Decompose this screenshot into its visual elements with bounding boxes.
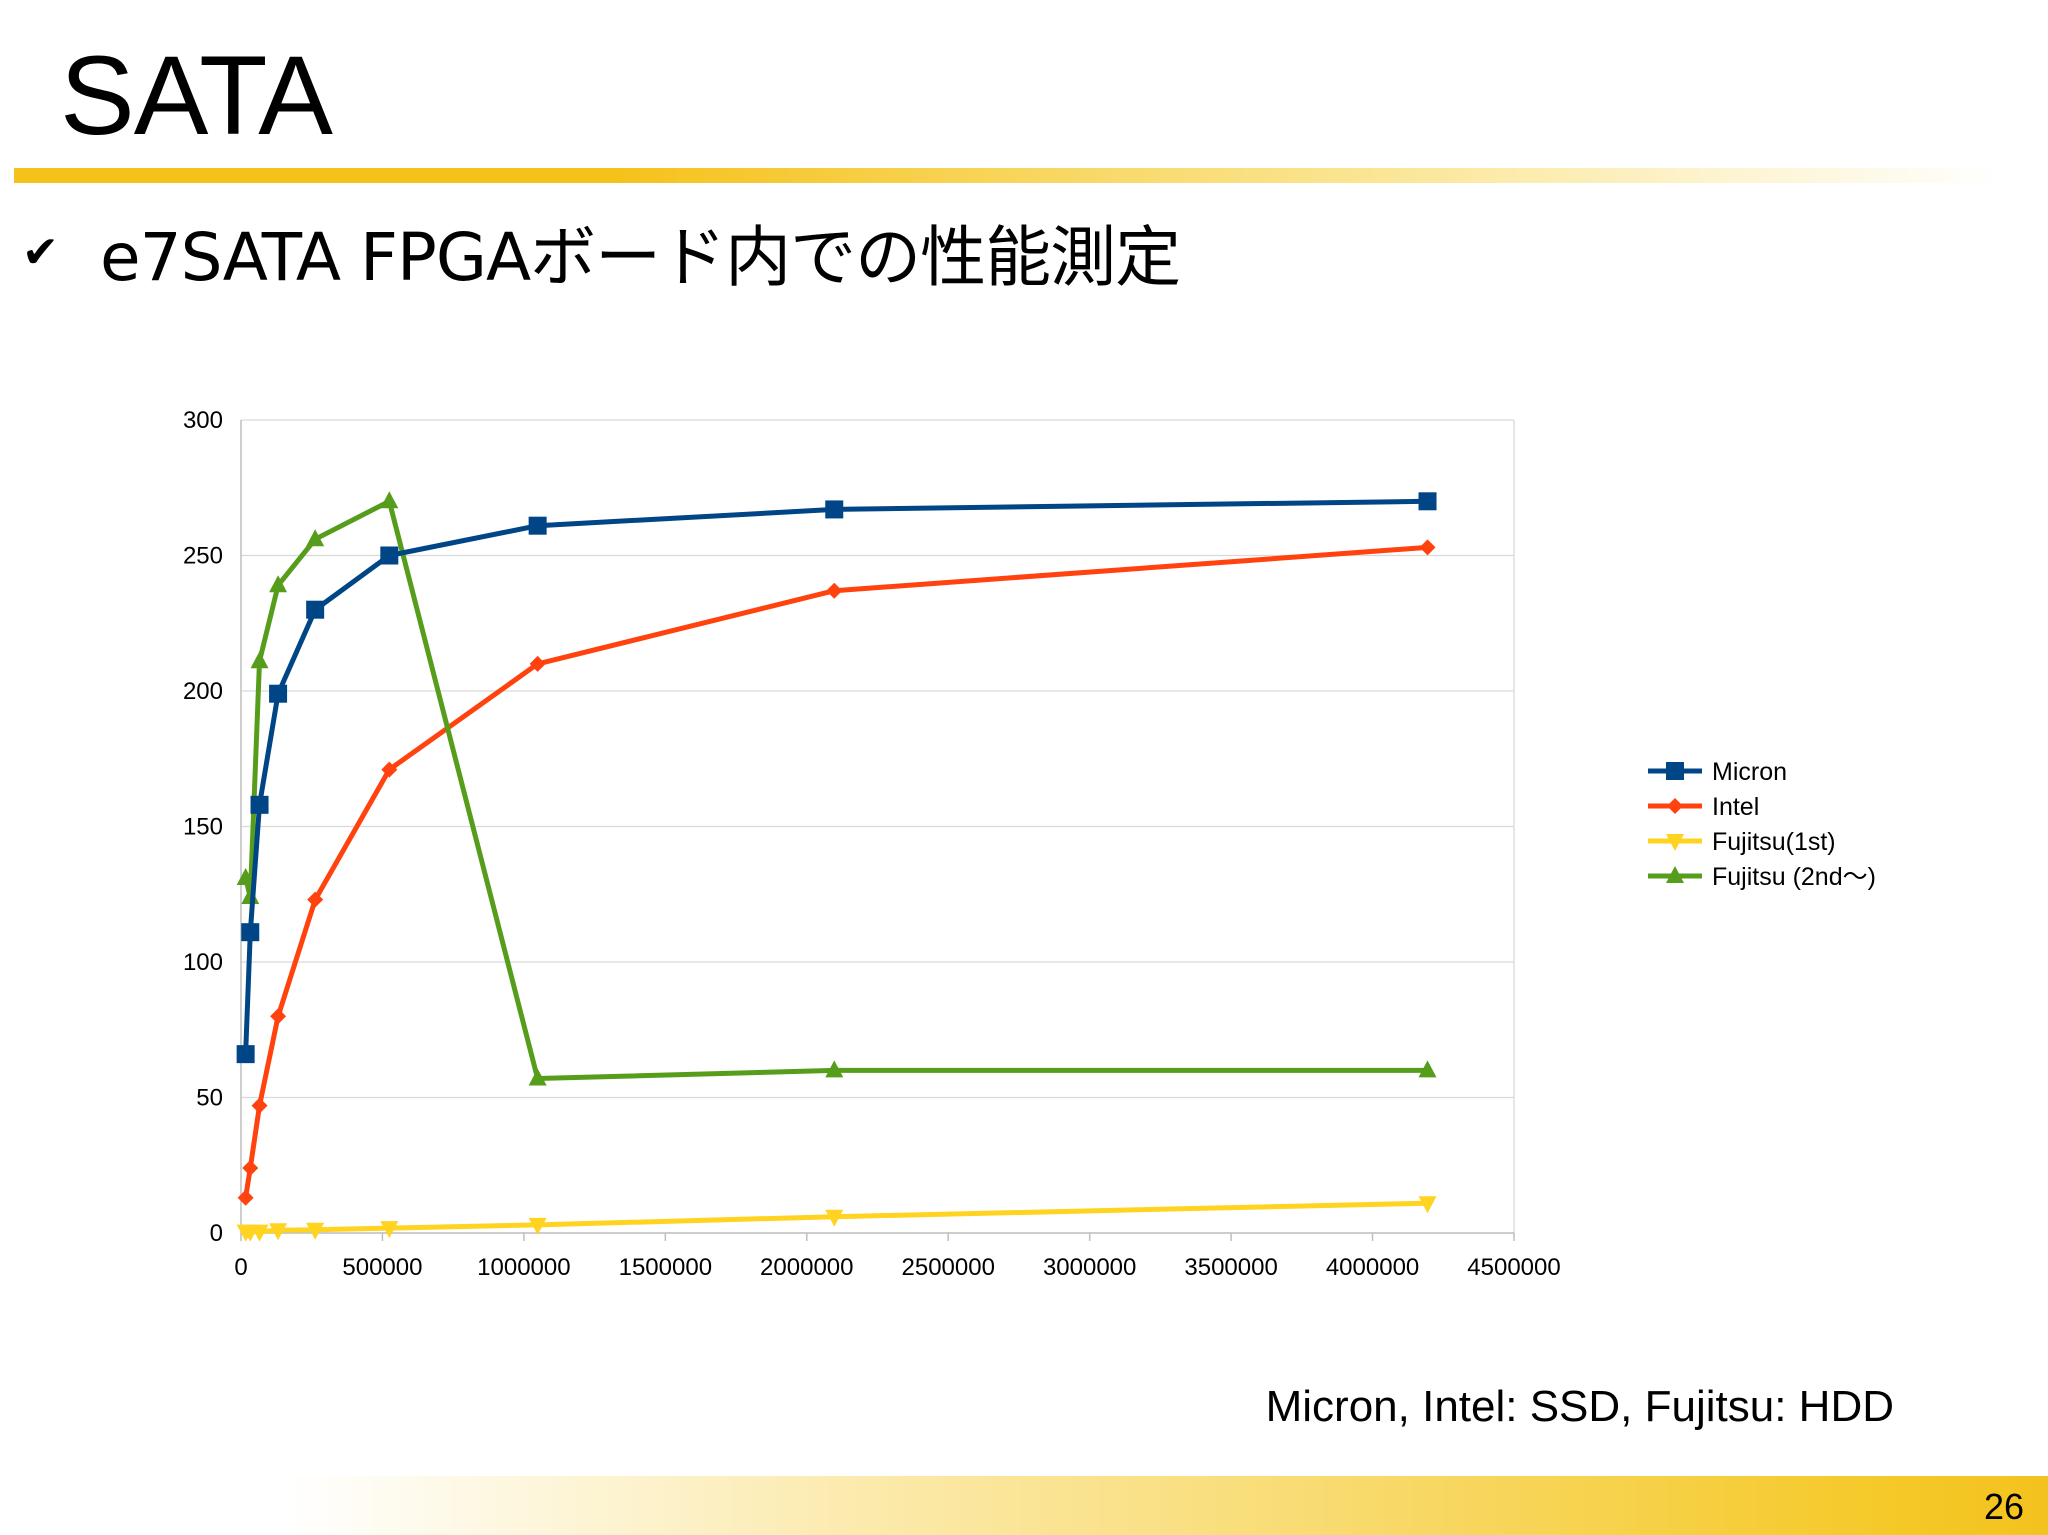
data-point xyxy=(825,1209,844,1227)
data-point xyxy=(241,923,260,942)
data-point xyxy=(270,1008,287,1025)
series-micron xyxy=(236,492,1437,1064)
data-point xyxy=(528,516,547,535)
check-icon: ✔ xyxy=(22,227,59,277)
data-point xyxy=(528,1217,547,1235)
data-point xyxy=(306,1222,325,1240)
chart-tick-labels: 0 50 100 150 200 250 300 0 500000 1000000 1500000 2… xyxy=(183,407,1561,1281)
data-point xyxy=(380,1221,399,1239)
series-fujitsu-2nd xyxy=(236,491,1437,1086)
y-tick-label: 300 xyxy=(183,407,223,434)
y-tick-label: 250 xyxy=(183,543,223,570)
legend-marker xyxy=(1666,834,1684,851)
y-tick-label: 0 xyxy=(210,1220,223,1247)
legend-marker xyxy=(1666,762,1684,780)
x-tick-label: 4500000 xyxy=(1467,1254,1560,1281)
y-tick-label: 200 xyxy=(183,678,223,705)
y-tick-label: 50 xyxy=(196,1085,223,1112)
legend-entry: Fujitsu (2nd～) xyxy=(1648,863,1876,891)
legend-label: Fujitsu(1st) xyxy=(1712,828,1836,856)
page-number: 26 xyxy=(1983,1486,2024,1527)
data-point xyxy=(826,582,843,599)
x-tick-label: 1000000 xyxy=(477,1254,570,1281)
line-chart: 0 50 100 150 200 250 300 0 500000 1000000 1500000 2… xyxy=(183,407,1876,1281)
legend-label: Intel xyxy=(1712,793,1759,821)
bullet-item: ✔ e7SATA FPGAボード内での性能測定 xyxy=(22,212,1181,296)
data-point xyxy=(529,655,546,672)
series-line xyxy=(243,498,1428,1055)
data-point xyxy=(242,1159,259,1176)
series-fujitsu-1st xyxy=(236,1196,1437,1242)
data-point xyxy=(306,600,325,619)
data-point xyxy=(269,575,288,593)
x-tick-label: 0 xyxy=(234,1254,247,1281)
bullet-text: e7SATA FPGAボード内での性能測定 xyxy=(100,219,1181,296)
data-point xyxy=(236,867,255,885)
footnote: Micron, Intel: SSD, Fujitsu: HDD xyxy=(1265,1382,1894,1431)
data-point xyxy=(381,761,398,778)
data-point xyxy=(269,1223,288,1241)
x-tick-label: 2000000 xyxy=(760,1254,853,1281)
x-tick-label: 1500000 xyxy=(619,1254,712,1281)
legend-label: Fujitsu (2nd～) xyxy=(1712,863,1876,891)
slide-title: SATA xyxy=(60,33,333,158)
data-point xyxy=(306,529,325,547)
legend-entry: Intel xyxy=(1648,793,1759,821)
series-intel xyxy=(237,539,1436,1206)
data-point xyxy=(1418,492,1437,511)
data-point xyxy=(380,491,399,509)
data-point xyxy=(307,891,324,908)
data-point xyxy=(825,500,844,519)
data-point xyxy=(250,651,269,669)
chart-series xyxy=(236,491,1437,1242)
data-point xyxy=(1418,1196,1437,1214)
legend-label: Micron xyxy=(1712,758,1787,786)
x-tick-label: 3000000 xyxy=(1043,1254,1136,1281)
y-tick-label: 100 xyxy=(183,949,223,976)
data-point xyxy=(1419,539,1436,556)
chart-axes xyxy=(240,420,1515,1241)
data-point xyxy=(825,1060,844,1078)
x-tick-label: 500000 xyxy=(342,1254,422,1281)
series-line xyxy=(243,544,1428,1199)
data-point xyxy=(250,1224,269,1242)
y-tick-label: 150 xyxy=(183,814,223,841)
legend-entry: Fujitsu(1st) xyxy=(1648,828,1836,856)
data-point xyxy=(236,1045,255,1064)
chart-legend: Micron Intel Fujitsu(1st) Fujitsu (2nd～) xyxy=(1648,758,1876,891)
data-point xyxy=(528,1068,547,1086)
data-point xyxy=(250,795,269,814)
data-point xyxy=(237,1189,254,1206)
x-tick-label: 3500000 xyxy=(1184,1254,1277,1281)
data-point xyxy=(269,684,288,703)
legend-marker xyxy=(1666,866,1684,883)
x-tick-label: 2500000 xyxy=(902,1254,995,1281)
data-point xyxy=(251,1097,268,1114)
data-point xyxy=(380,546,399,565)
x-tick-label: 4000000 xyxy=(1326,1254,1419,1281)
data-point xyxy=(1418,1060,1437,1078)
legend-entry: Micron xyxy=(1648,758,1787,786)
title-underline xyxy=(14,168,2004,183)
footer-band xyxy=(0,1476,2048,1535)
legend-marker xyxy=(1667,798,1683,814)
chart-gridlines xyxy=(241,419,1514,1234)
